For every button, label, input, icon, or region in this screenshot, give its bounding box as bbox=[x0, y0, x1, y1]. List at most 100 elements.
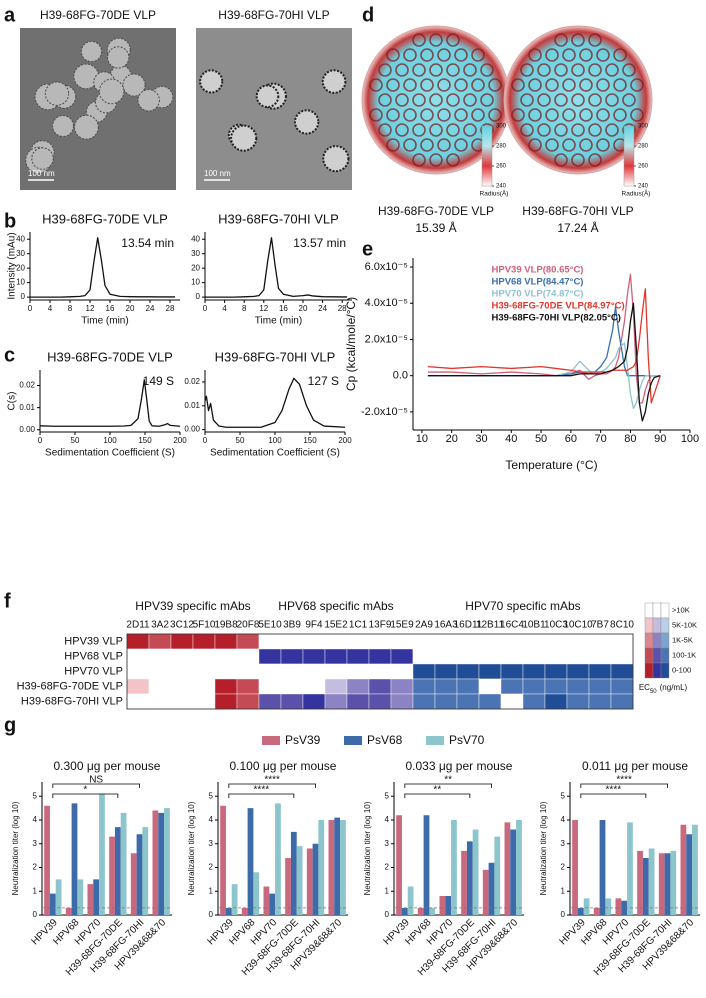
heatmap-cell bbox=[149, 664, 171, 679]
bar bbox=[429, 908, 435, 915]
y-tick-label: 0.00 bbox=[19, 425, 35, 434]
legend-swatch bbox=[645, 663, 653, 678]
heatmap-cell bbox=[479, 694, 501, 709]
heatmap-cell bbox=[523, 679, 545, 694]
y-tick-label: 0.01 bbox=[184, 401, 200, 410]
legend-label: 5K-10K bbox=[672, 620, 697, 629]
bar bbox=[44, 806, 50, 915]
y-tick-label: 30 bbox=[191, 249, 200, 258]
heatmap-cell bbox=[193, 679, 215, 694]
heatmap-cell bbox=[567, 664, 589, 679]
group-label: HPV70 specific mAbs bbox=[465, 599, 580, 613]
bar bbox=[649, 849, 655, 916]
y-tick-label: 5 bbox=[385, 791, 390, 800]
x-tick-label: 4 bbox=[48, 304, 53, 313]
heatmap-cell bbox=[611, 664, 633, 679]
panel-label: c bbox=[4, 344, 15, 366]
heatmap-cell bbox=[347, 679, 369, 694]
map-label: H39-68FG-70DE VLP bbox=[378, 204, 494, 218]
x-tick-label: 60 bbox=[565, 433, 577, 445]
heatmap-cell bbox=[589, 664, 611, 679]
x-tick-label: 50 bbox=[236, 436, 245, 445]
colorbar-tick-label: 260 bbox=[496, 164, 507, 170]
heatmap-cell bbox=[435, 634, 457, 649]
bar bbox=[56, 879, 62, 915]
heatmap-cell bbox=[259, 664, 281, 679]
chart-title: H39-68FG-70DE VLP bbox=[47, 349, 173, 364]
legend-swatch bbox=[426, 736, 444, 745]
heatmap-cell bbox=[149, 694, 171, 709]
significance-label: NS bbox=[89, 775, 103, 786]
heatmap-cell bbox=[567, 679, 589, 694]
map-resolution: 15.39 Å bbox=[415, 220, 456, 235]
heatmap-cell bbox=[369, 664, 391, 679]
legend-title-part: 50 bbox=[650, 689, 657, 695]
y-tick-label: 0.0 bbox=[393, 370, 408, 382]
heatmap-cell bbox=[215, 694, 237, 709]
chart-title: 0.011 μg per mouse bbox=[582, 759, 688, 773]
bar bbox=[627, 822, 633, 915]
bar bbox=[467, 841, 473, 915]
bar bbox=[670, 851, 676, 915]
bar bbox=[115, 827, 121, 915]
heatmap-cell bbox=[325, 649, 347, 664]
heatmap-cell bbox=[325, 679, 347, 694]
bar bbox=[77, 879, 83, 915]
x-tick-label: 150 bbox=[138, 436, 152, 445]
legend-title-part: EC bbox=[639, 683, 650, 692]
row-label: HPV39 VLP bbox=[64, 635, 123, 647]
legend-swatch bbox=[344, 736, 362, 745]
y-tick-label: 0 bbox=[209, 910, 214, 919]
x-tick-label: 30 bbox=[475, 433, 487, 445]
column-label: 2D11 bbox=[126, 620, 150, 631]
particle bbox=[323, 146, 348, 171]
heatmap-cell bbox=[171, 649, 193, 664]
bar bbox=[291, 832, 297, 915]
heatmap-cell bbox=[171, 694, 193, 709]
particle bbox=[295, 110, 318, 133]
heatmap-cell bbox=[545, 694, 567, 709]
heatmap-cell bbox=[413, 694, 435, 709]
column-label: 2A9 bbox=[415, 620, 433, 631]
legend-title-part: (ng/mL) bbox=[660, 683, 688, 692]
heatmap-cell bbox=[347, 649, 369, 664]
x-tick-label: 50 bbox=[71, 436, 80, 445]
colorbar-tick-label: 300 bbox=[638, 124, 649, 130]
y-tick-label: 2 bbox=[33, 863, 38, 872]
x-tick-label: 28 bbox=[166, 304, 175, 313]
significance-label: ** bbox=[433, 785, 441, 796]
x-axis-label: Temperature (°C) bbox=[505, 458, 597, 472]
bar bbox=[637, 851, 643, 915]
particle bbox=[200, 70, 222, 92]
heatmap-cell bbox=[259, 634, 281, 649]
colorbar-tick-label: 280 bbox=[638, 144, 649, 150]
heatmap-cell bbox=[457, 634, 479, 649]
column-label: 15E2 bbox=[324, 620, 348, 631]
heatmap-cell bbox=[259, 649, 281, 664]
legend-swatch bbox=[645, 633, 653, 648]
x-tick-label: 0 bbox=[203, 304, 208, 313]
heatmap-cell bbox=[611, 649, 633, 664]
heatmap-cell bbox=[501, 679, 523, 694]
bar bbox=[418, 908, 424, 915]
y-tick-label: 0.02 bbox=[19, 381, 35, 390]
heatmap-cell bbox=[523, 649, 545, 664]
scale-bar-label: 100 nm bbox=[204, 169, 231, 178]
y-tick-label: 0.02 bbox=[184, 377, 200, 386]
bar bbox=[137, 834, 143, 915]
bar bbox=[93, 879, 99, 915]
legend-entry: HPV70 VLP(74.87°C) bbox=[492, 289, 584, 300]
y-axis-label: Cp (kcal/mole/°C) bbox=[344, 297, 358, 391]
bar bbox=[226, 908, 232, 915]
column-label: 10B1 bbox=[522, 620, 546, 631]
heatmap-cell bbox=[325, 694, 347, 709]
x-tick-label: 0 bbox=[28, 304, 33, 313]
y-tick-label: 2.0x10⁻⁵ bbox=[365, 333, 408, 345]
bar bbox=[594, 908, 600, 915]
image-title: H39-68FG-70DE VLP bbox=[40, 8, 156, 22]
legend-swatch bbox=[661, 633, 669, 648]
heatmap-cell bbox=[193, 664, 215, 679]
bar bbox=[242, 908, 248, 915]
heatmap-cell bbox=[589, 694, 611, 709]
heatmap-cell bbox=[369, 694, 391, 709]
